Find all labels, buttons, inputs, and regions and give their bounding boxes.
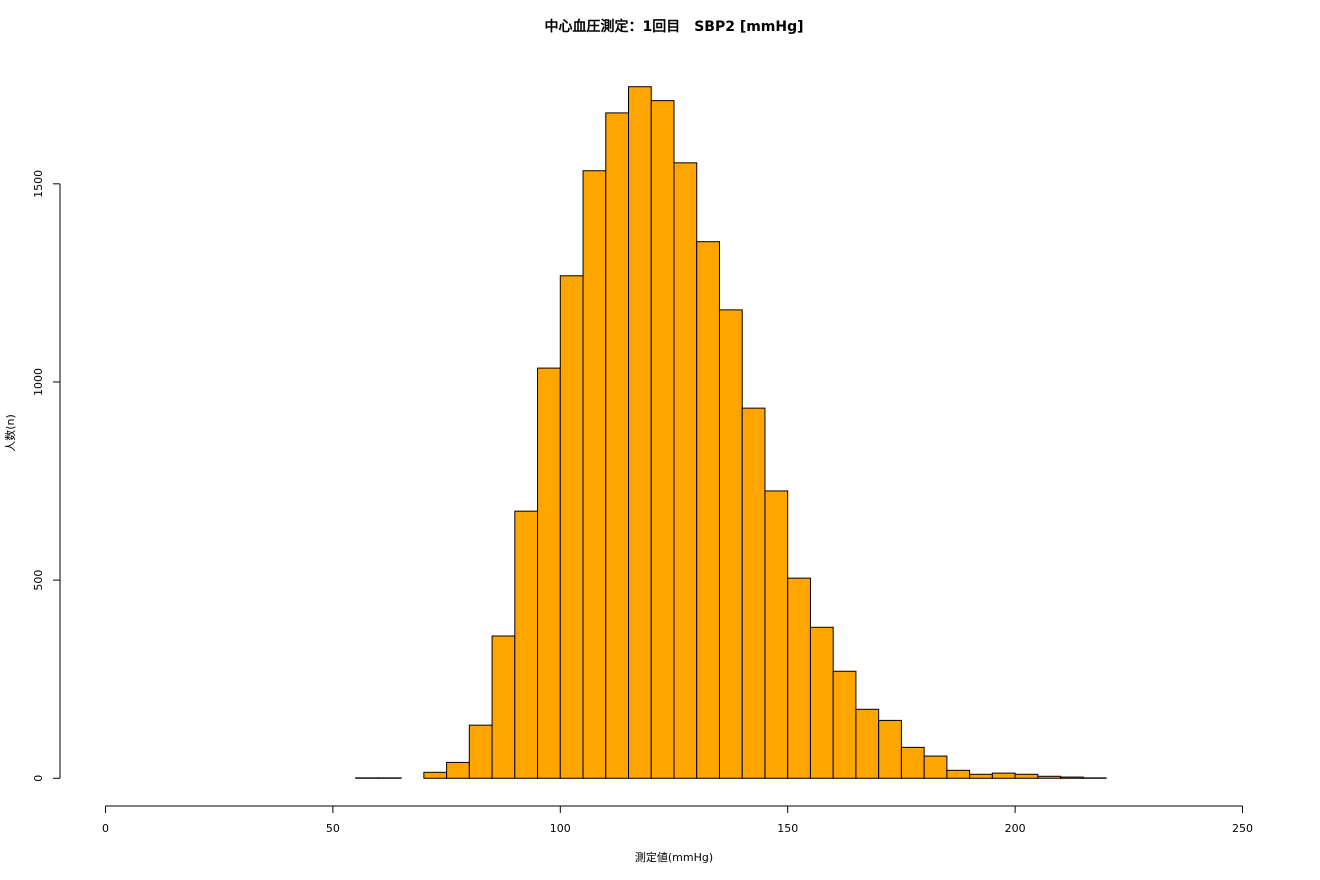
bar	[696, 241, 720, 779]
y-tick-label: 0	[32, 775, 45, 782]
y-axis-label: 人数(n)	[4, 414, 17, 452]
chart-title: 中心血圧測定：1回目 SBP2 [mmHg]	[544, 18, 803, 35]
bar	[1014, 773, 1039, 779]
bar	[628, 86, 652, 779]
bar	[764, 490, 789, 779]
bar	[605, 112, 630, 779]
bar	[673, 162, 698, 779]
bar	[969, 773, 993, 779]
bar	[923, 755, 948, 779]
y-tick-label: 1500	[32, 170, 45, 198]
bar	[582, 170, 607, 779]
bar	[1037, 775, 1062, 779]
x-tick-label: 50	[326, 822, 340, 835]
y-tick-label: 500	[32, 570, 45, 591]
bar	[809, 626, 834, 779]
x-axis-label: 測定値(mmHg)	[635, 850, 713, 864]
bar	[446, 761, 470, 779]
bar	[559, 275, 584, 779]
bar	[718, 309, 743, 779]
bar	[491, 635, 516, 779]
bar	[514, 510, 539, 779]
x-tick-label: 250	[1232, 822, 1253, 835]
x-tick-label: 100	[550, 822, 571, 835]
bar	[423, 771, 448, 779]
bar	[991, 772, 1016, 779]
bar	[537, 367, 561, 779]
bar	[946, 769, 971, 779]
x-tick-label: 150	[777, 822, 798, 835]
bar	[650, 100, 675, 779]
bar	[855, 708, 880, 779]
bar	[741, 407, 766, 779]
x-tick-label: 200	[1005, 822, 1026, 835]
bar	[900, 746, 925, 779]
bar	[468, 724, 493, 779]
bar	[878, 719, 902, 779]
bar	[787, 577, 811, 779]
bar	[832, 670, 857, 779]
y-tick-label: 1000	[32, 368, 45, 396]
bar	[1060, 776, 1084, 779]
x-tick-label: 0	[102, 822, 109, 835]
